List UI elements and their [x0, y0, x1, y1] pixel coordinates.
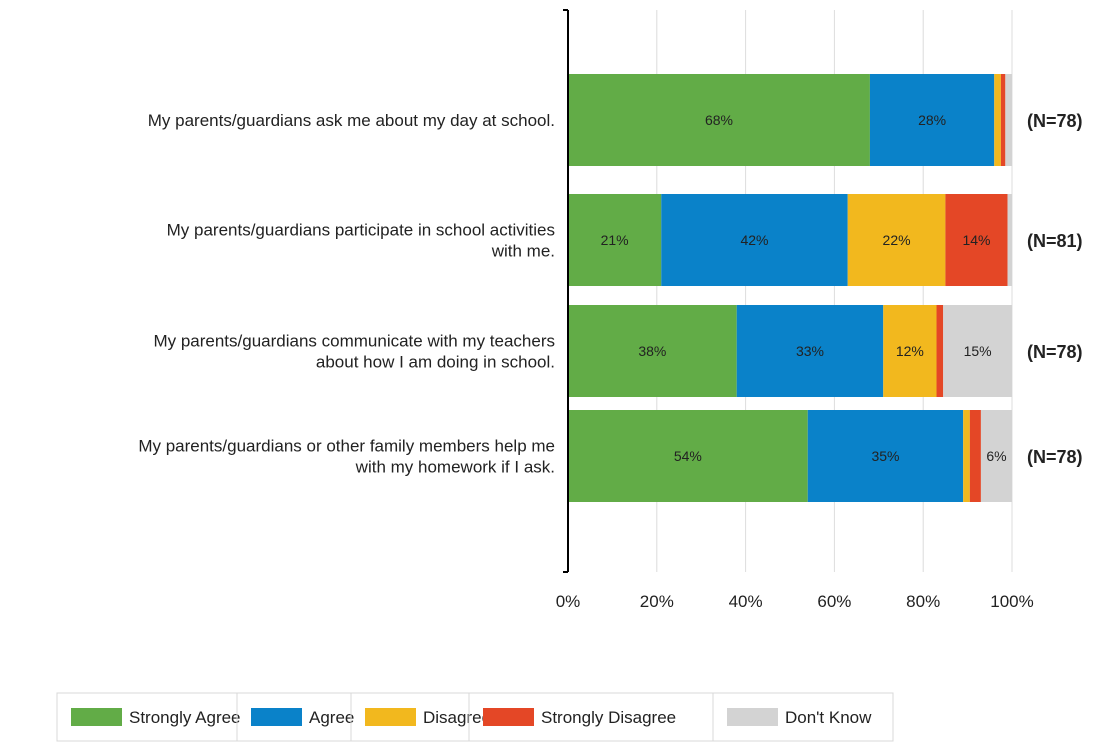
bar-segment-strongly-agree	[568, 74, 870, 166]
bar-segment-strongly-agree	[568, 305, 737, 397]
x-tick-label: 100%	[990, 592, 1033, 611]
bar-segment-strongly-disagree	[1000, 74, 1006, 166]
category-label: with my homework if I ask.	[355, 458, 555, 477]
category-label: My parents/guardians or other family mem…	[138, 437, 555, 456]
category-label: with me.	[491, 242, 555, 261]
data-label: 68%	[705, 112, 733, 128]
bar-segment-agree	[736, 305, 884, 397]
data-label: 33%	[796, 343, 824, 359]
category-label: about how I am doing in school.	[316, 353, 555, 372]
legend-label: Don't Know	[785, 708, 872, 727]
bar-segment-strongly-agree	[568, 194, 662, 286]
data-label: 15%	[964, 343, 992, 359]
data-label: 6%	[986, 448, 1006, 464]
data-label: 22%	[883, 232, 911, 248]
bar-segment-don-t-know	[943, 305, 1012, 397]
category-labels: My parents/guardians ask me about my day…	[138, 111, 555, 477]
x-tick-label: 60%	[817, 592, 851, 611]
n-count-label: (N=78)	[1027, 111, 1083, 131]
data-label: 54%	[674, 448, 702, 464]
data-label: 35%	[871, 448, 899, 464]
legend-label: Strongly Disagree	[541, 708, 676, 727]
bar-segment-strongly-disagree	[969, 410, 981, 502]
bar-segment-disagree	[847, 194, 946, 286]
bar-segment-agree	[869, 74, 995, 166]
bar-segment-don-t-know	[980, 410, 1012, 502]
data-label: 12%	[896, 343, 924, 359]
x-tick-label: 20%	[640, 592, 674, 611]
category-label: My parents/guardians ask me about my day…	[148, 111, 555, 130]
x-tick-label: 80%	[906, 592, 940, 611]
legend-label: Strongly Agree	[129, 708, 241, 727]
n-count-label: (N=81)	[1027, 231, 1083, 251]
bar-segment-strongly-disagree	[936, 305, 944, 397]
axis	[563, 9, 569, 573]
legend-swatch	[727, 708, 778, 726]
n-count-label: (N=78)	[1027, 447, 1083, 467]
data-label: 42%	[740, 232, 768, 248]
bar-segment-disagree	[883, 305, 937, 397]
x-tick-label: 0%	[556, 592, 581, 611]
legend-swatch	[251, 708, 302, 726]
bar-segment-disagree	[963, 410, 970, 502]
legend-swatch	[483, 708, 534, 726]
n-labels: (N=78) (N=81) (N=78) (N=78)	[1027, 111, 1083, 467]
bar-segment-agree	[661, 194, 848, 286]
bars: 68% 28% 21% 42% 22% 14% 38% 33% 12% 15% 54% 35% 6%	[568, 74, 1012, 502]
category-label: My parents/guardians communicate with my…	[153, 332, 555, 351]
bar-segment-don-t-know	[1007, 194, 1012, 286]
x-tick-labels: 0% 20% 40% 60% 80% 100%	[556, 592, 1034, 611]
legend-swatch	[71, 708, 122, 726]
legend-label: Agree	[309, 708, 354, 727]
data-label: 38%	[638, 343, 666, 359]
data-label: 28%	[918, 112, 946, 128]
legend-label: Disagree	[423, 708, 491, 727]
legend-swatch	[365, 708, 416, 726]
bar-segment-strongly-agree	[568, 410, 808, 502]
data-label: 21%	[601, 232, 629, 248]
n-count-label: (N=78)	[1027, 342, 1083, 362]
x-tick-label: 40%	[729, 592, 763, 611]
category-label: My parents/guardians participate in scho…	[167, 221, 555, 240]
bar-segment-disagree	[994, 74, 1001, 166]
bar-segment-agree	[807, 410, 964, 502]
bar-segment-don-t-know	[1005, 74, 1012, 166]
bar-segment-strongly-disagree	[945, 194, 1008, 286]
data-label: 14%	[962, 232, 990, 248]
legend: Strongly Agree Agree Disagree Strongly Disa…	[56, 692, 894, 742]
